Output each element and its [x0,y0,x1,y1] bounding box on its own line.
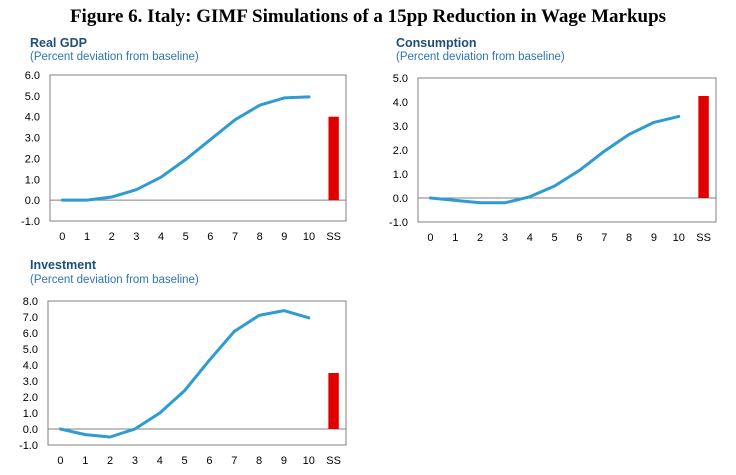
x-tick-label: 6 [576,232,582,244]
x-tick-label: 6 [206,455,212,467]
x-tick-label: SS [326,455,341,467]
x-tick-label: 10 [303,455,315,467]
x-tick-label: 0 [59,231,65,243]
y-tick-label: 4.0 [393,97,408,109]
x-tick-label: 0 [57,455,63,467]
y-tick-label: 0.0 [393,193,408,205]
plot-frame [417,77,717,223]
x-tick-label: 10 [673,232,685,244]
y-tick-label: 5.0 [25,91,40,103]
series-line [58,309,311,439]
y-tick-label: 3.0 [23,376,38,388]
chart-subtitle-consumption: (Percent deviation from baseline) [396,51,565,63]
y-tick-label: 3.0 [25,133,40,145]
x-tick-label: 4 [158,231,164,243]
x-tick-label: 10 [303,231,315,243]
x-tick-label: 0 [427,232,433,244]
x-tick-label: 1 [82,455,88,467]
chart-real-gdp: 6.0 5.0 4.0 3.0 2.0 1.0 0.0 -1.0 0 1 2 3 4 5 6 7 8 9 10 SS [21,70,347,243]
x-tick-label: 3 [133,231,139,243]
x-tick-label: 4 [527,232,533,244]
y-tick-label: 3.0 [393,121,408,133]
x-tick-label: 4 [157,455,163,467]
x-tick-label: 3 [132,455,138,467]
x-tick-label: 3 [502,232,508,244]
y-tick-label: -1.0 [19,440,38,452]
chart-consumption: 5.0 4.0 3.0 2.0 1.0 0.0 -1.0 0 1 2 3 4 5 6 7 8 9 10 SS [389,73,717,244]
figure-title: Figure 6. Italy: GIMF Simulations of a 1… [69,6,667,27]
y-tick-label: 8.0 [23,296,38,308]
x-tick-label: 7 [231,455,237,467]
plot-frame [47,300,347,446]
chart-title-real-gdp: Real GDP [30,36,87,50]
x-tick-label: 7 [232,231,238,243]
plot-frame [49,74,347,222]
x-tick-label: 6 [207,231,213,243]
y-tick-label: 0.0 [23,424,38,436]
y-tick-label: 6.0 [25,70,40,82]
y-tick-label: 5.0 [23,344,38,356]
y-tick-label: 2.0 [25,153,40,165]
chart-title-consumption: Consumption [396,36,477,50]
chart-subtitle-real-gdp: (Percent deviation from baseline) [30,51,199,63]
x-tick-label: 7 [601,232,607,244]
chart-subtitle-investment: (Percent deviation from baseline) [30,274,199,286]
x-tick-label: SS [326,231,341,243]
y-tick-label: 1.0 [25,174,40,186]
x-tick-label: 9 [281,231,287,243]
x-tick-label: 2 [109,231,115,243]
y-tick-label: 2.0 [393,145,408,157]
steady-state-bar [328,373,339,429]
x-tick-label: 9 [281,455,287,467]
y-tick-label: 2.0 [23,392,38,404]
x-tick-label: 2 [477,232,483,244]
x-tick-label: 8 [256,455,262,467]
chart-title-investment: Investment [30,258,96,272]
y-tick-label: 1.0 [23,408,38,420]
y-tick-label: 1.0 [393,169,408,181]
x-tick-label: 5 [552,232,558,244]
x-tick-label: 9 [651,232,657,244]
y-tick-label: 4.0 [25,112,40,124]
y-tick-label: -1.0 [389,217,408,229]
steady-state-bar [698,96,709,198]
y-tick-label: -1.0 [21,216,40,228]
x-tick-label: 5 [183,231,189,243]
y-tick-label: 0.0 [25,195,40,207]
y-tick-label: 7.0 [23,312,38,324]
steady-state-bar [328,116,339,201]
series-line [60,95,311,202]
chart-investment: 8.0 7.0 6.0 5.0 4.0 3.0 2.0 1.0 0.0 -1.0 0 1 2 3 4 5 6 7 8… [19,296,347,467]
x-tick-label: 8 [257,231,263,243]
x-tick-label: 1 [452,232,458,244]
x-tick-label: 8 [626,232,632,244]
x-tick-label: 2 [107,455,113,467]
x-tick-label: 1 [84,231,90,243]
y-tick-label: 4.0 [23,360,38,372]
series-line [428,114,681,205]
y-tick-label: 6.0 [23,328,38,340]
y-tick-label: 5.0 [393,73,408,85]
x-tick-label: SS [696,232,711,244]
x-tick-label: 5 [182,455,188,467]
